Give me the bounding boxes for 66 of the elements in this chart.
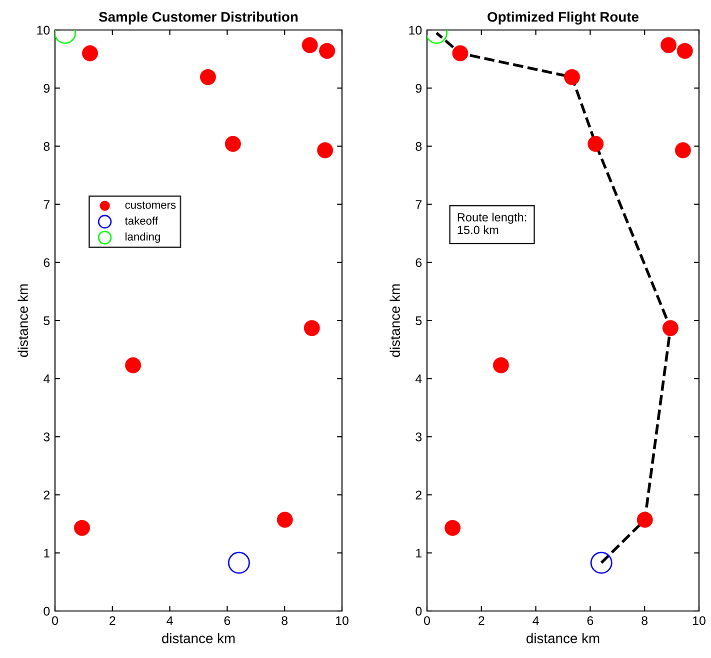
point xyxy=(224,136,241,152)
x-axis-title: distance km xyxy=(526,633,600,644)
x-tick-label: 2 xyxy=(110,616,116,625)
y-tick-label: 1 xyxy=(416,548,422,558)
y-tick-label: 4 xyxy=(43,374,50,384)
y-tick-label: 3 xyxy=(44,432,50,442)
annotation: Route length: 15.0 km xyxy=(458,212,526,234)
point xyxy=(590,552,612,574)
point xyxy=(674,142,691,158)
x-tick-label: 2 xyxy=(478,616,484,625)
y-tick-label: 9 xyxy=(44,84,50,93)
y-tick-label: 10 xyxy=(409,26,422,35)
x-tick-label: 8 xyxy=(282,616,288,626)
y-tick-label: 6 xyxy=(416,258,422,268)
y-tick-label: 1 xyxy=(44,548,50,558)
point xyxy=(588,136,604,152)
legend-label: landing xyxy=(126,232,160,243)
point xyxy=(493,357,509,374)
point xyxy=(228,552,250,574)
point xyxy=(564,69,580,86)
y-tick-label: 3 xyxy=(416,432,422,442)
y-tick-label: 8 xyxy=(416,142,422,151)
y-axis-title: distance km xyxy=(390,284,400,357)
point xyxy=(74,520,90,536)
point xyxy=(662,320,678,336)
y-tick-label: 6 xyxy=(44,258,50,268)
y-tick-label: 8 xyxy=(44,142,50,151)
y-axis-title: distance km xyxy=(18,284,28,357)
x-tick-label: 10 xyxy=(693,616,706,626)
point xyxy=(452,45,468,62)
x-axis-title: distance km xyxy=(162,633,235,644)
x-tick-label: 0 xyxy=(52,616,58,626)
point xyxy=(636,512,653,528)
legend-label: customers xyxy=(125,202,176,209)
point xyxy=(304,320,320,336)
point xyxy=(302,37,318,54)
x-tick-label: 4 xyxy=(532,616,539,625)
y-tick-label: 0 xyxy=(44,606,50,616)
x-tick-label: 10 xyxy=(336,616,348,626)
y-tick-label: 9 xyxy=(416,84,422,93)
y-tick-label: 5 xyxy=(416,316,422,326)
chart-title: Sample Customer Distribution xyxy=(98,12,298,25)
point xyxy=(319,42,336,59)
x-tick-label: 8 xyxy=(642,616,648,626)
point xyxy=(676,42,693,59)
y-tick-label: 10 xyxy=(37,26,50,35)
point xyxy=(444,520,461,536)
point xyxy=(125,357,142,374)
y-tick-label: 2 xyxy=(416,490,422,500)
y-tick-label: 5 xyxy=(44,316,50,326)
y-tick-label: 2 xyxy=(44,490,50,500)
legend-label: takeoff xyxy=(124,216,158,225)
point xyxy=(200,69,216,86)
chart-title: Optimized Flight Route xyxy=(488,12,639,25)
point xyxy=(317,142,334,158)
x-tick-label: 4 xyxy=(166,616,173,625)
y-tick-label: 7 xyxy=(416,200,422,209)
point xyxy=(82,45,98,62)
y-tick-label: 7 xyxy=(44,200,50,209)
y-tick-label: 0 xyxy=(416,606,422,616)
x-tick-label: 6 xyxy=(224,616,230,626)
y-tick-label: 4 xyxy=(415,374,422,384)
x-tick-label: 6 xyxy=(587,616,594,626)
point xyxy=(660,37,677,54)
point xyxy=(276,512,293,528)
x-tick-label: 0 xyxy=(424,616,430,626)
